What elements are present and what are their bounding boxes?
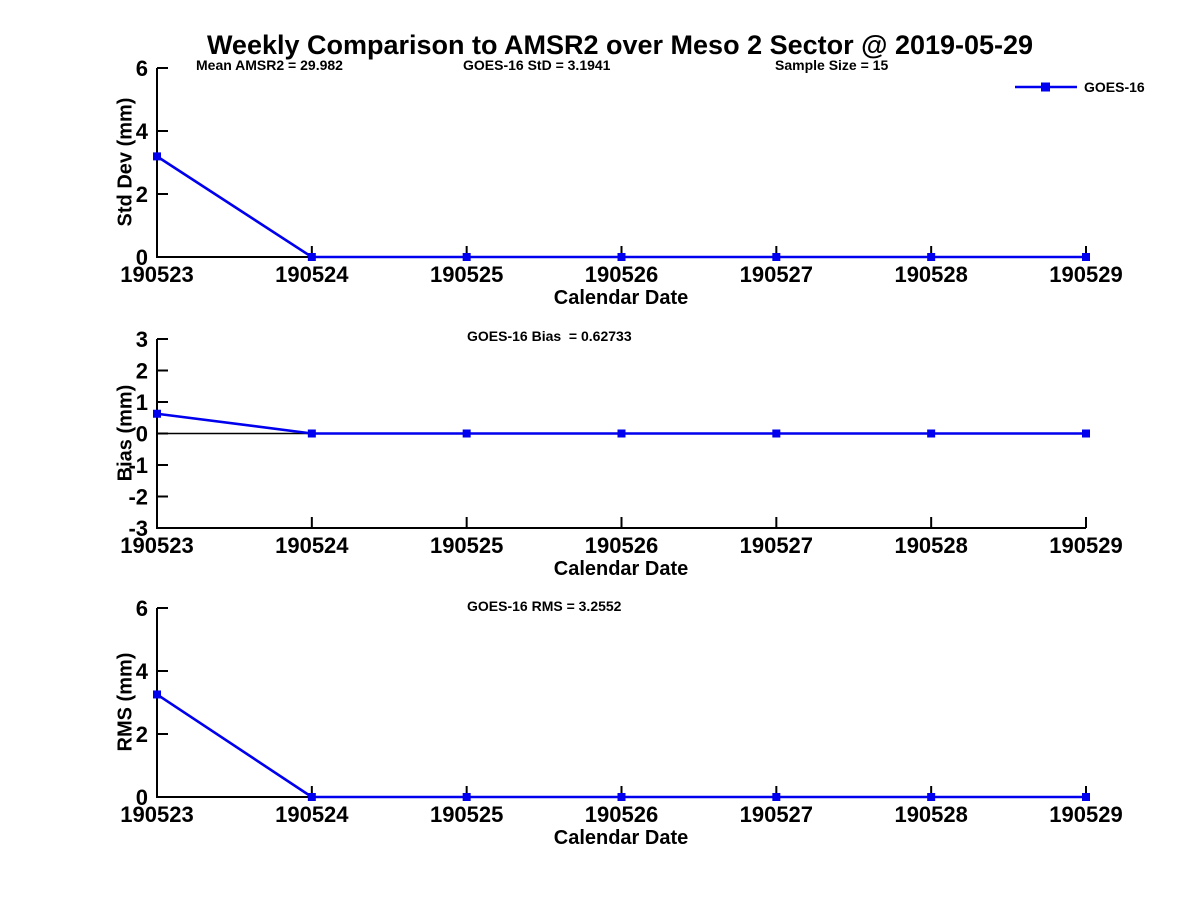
data-point-marker (462, 429, 471, 438)
x-tick-label: 190527 (740, 533, 813, 558)
x-axis-label-2: Calendar Date (553, 558, 689, 580)
x-tick-label: 190528 (894, 262, 967, 287)
x-tick-label: 190525 (430, 533, 503, 558)
x-tick-label: 190525 (430, 802, 503, 827)
data-point-marker (307, 793, 316, 801)
data-line (156, 693, 1086, 799)
data-point-marker (1082, 793, 1090, 801)
legend-label: GOES-16 (1084, 79, 1145, 95)
x-tick-label: 190527 (740, 802, 813, 827)
data-point-marker (772, 429, 781, 438)
data-point-marker (153, 152, 161, 161)
x-tick-label: 190526 (585, 262, 658, 287)
y-tick-label: -3 (128, 516, 148, 541)
x-tick-label: 190526 (585, 802, 658, 827)
y-tick-label: 2 (136, 722, 148, 747)
x-tick-label: 190524 (275, 533, 349, 558)
x-axis-label-1: Calendar Date (553, 287, 689, 309)
x-tick-label: 190529 (1049, 802, 1122, 827)
y-tick-label: 0 (136, 422, 148, 447)
data-point-marker (153, 690, 161, 699)
data-point-marker (462, 793, 471, 801)
annotation-sample-size: Sample Size = 15 (775, 57, 889, 73)
y-axis-label-bias: Bias (mm) (114, 384, 137, 482)
y-tick-label: -2 (128, 485, 148, 510)
data-line (156, 155, 1086, 259)
x-tick-label: 190523 (120, 802, 193, 827)
y-tick-label: 4 (136, 659, 149, 684)
data-point-marker (307, 253, 316, 261)
y-tick-label: 6 (136, 596, 148, 621)
data-point-marker (617, 253, 626, 261)
x-tick-label: 190527 (740, 262, 813, 287)
y-tick-label: 1 (136, 390, 148, 415)
x-tick-label: 190525 (430, 262, 503, 287)
y-axis-label-rms: RMS (mm) (114, 652, 137, 752)
x-tick-label: 190523 (120, 262, 193, 287)
y-tick-label: 3 (136, 327, 148, 352)
data-point-marker (617, 793, 626, 801)
annotation-goes16-std: GOES-16 StD = 3.1941 (463, 57, 611, 73)
x-tick-label: 190526 (585, 533, 658, 558)
data-point-marker (617, 429, 626, 438)
y-tick-label: 0 (136, 245, 148, 270)
annotation-mean-amsr2: Mean AMSR2 = 29.982 (196, 57, 343, 73)
data-point-marker (1082, 253, 1090, 261)
y-tick-label: 2 (136, 359, 148, 384)
y-tick-label: -1 (128, 453, 148, 478)
data-point-marker (927, 793, 936, 801)
data-point-marker (772, 793, 781, 801)
y-tick-label: 6 (136, 56, 148, 81)
figure-title: Weekly Comparison to AMSR2 over Meso 2 S… (206, 30, 1034, 60)
x-tick-label: 190524 (275, 262, 349, 287)
x-axis-label-3: Calendar Date (553, 827, 689, 849)
y-axis-label-stddev: Std Dev (mm) (114, 97, 137, 227)
x-tick-label: 190524 (275, 802, 349, 827)
annotation-goes16-rms: GOES-16 RMS = 3.2552 (467, 598, 622, 614)
annotation-goes16-bias: GOES-16 Bias = 0.62733 (467, 328, 632, 344)
data-point-marker (927, 429, 936, 438)
legend: GOES-16 (1014, 79, 1145, 95)
data-point-marker (1082, 429, 1090, 438)
data-point-marker (307, 429, 316, 438)
data-point-marker (153, 409, 161, 418)
x-tick-label: 190528 (894, 802, 967, 827)
y-tick-label: 4 (136, 119, 149, 144)
data-point-marker (927, 253, 936, 261)
y-tick-label: 0 (136, 785, 148, 810)
data-point-marker (462, 253, 471, 261)
legend-line-marker-icon (1015, 82, 1077, 92)
data-point-marker (772, 253, 781, 261)
x-tick-label: 190529 (1049, 533, 1122, 558)
x-tick-label: 190523 (120, 533, 193, 558)
x-tick-label: 190529 (1049, 262, 1122, 287)
y-tick-label: 2 (136, 182, 148, 207)
x-tick-label: 190528 (894, 533, 967, 558)
